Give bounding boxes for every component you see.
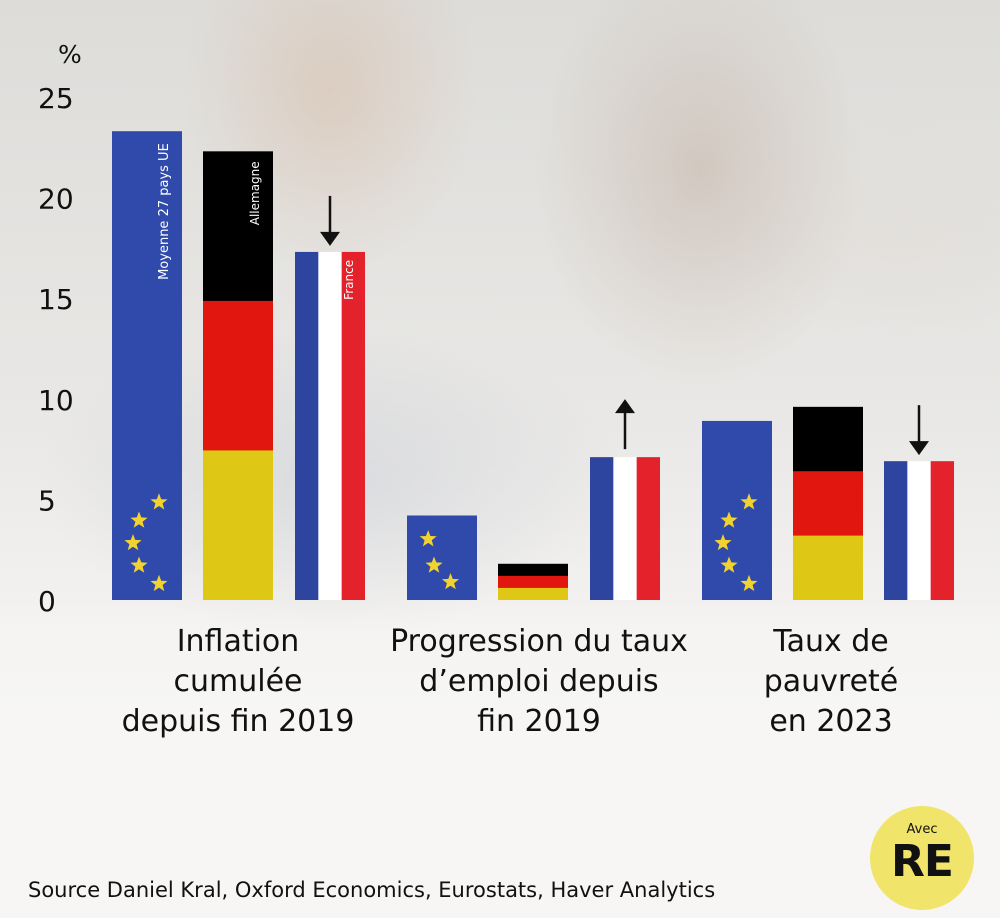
eu-bar <box>702 420 772 600</box>
de-bar <box>793 406 863 600</box>
fr-stripe-blue <box>295 251 319 600</box>
group-label-employment: Progression du taux d’emploi depuis fin … <box>390 624 688 739</box>
eu-bar <box>407 515 477 600</box>
de-stripe-red <box>203 300 273 451</box>
fr-bar: France <box>295 251 365 600</box>
fr-stripe-red <box>341 251 365 600</box>
eu-star <box>720 511 738 528</box>
eu-star <box>130 511 148 528</box>
de-stripe-black <box>498 563 568 577</box>
arrow-down-icon <box>909 405 929 456</box>
eu-star <box>441 573 460 590</box>
bar-label: France <box>342 260 356 300</box>
y-tick-label: 20 <box>38 183 74 216</box>
y-axis-unit: % <box>58 40 82 69</box>
de-bar <box>498 563 568 600</box>
bar-label: Allemagne <box>248 161 262 225</box>
de-stripe-black <box>793 406 863 472</box>
eu-bar-fill <box>702 420 772 600</box>
fr-bar <box>590 457 660 600</box>
bar-label: Moyenne 27 pays UE <box>157 143 172 280</box>
fr-stripe-white <box>613 457 638 600</box>
arrow-down-icon <box>320 195 340 246</box>
eu-star <box>425 556 443 573</box>
de-stripe-gold <box>498 587 568 600</box>
y-tick-label: 5 <box>38 484 56 517</box>
de-stripe-red <box>793 471 863 537</box>
arrow-up-icon <box>615 399 635 450</box>
de-bar: Allemagne <box>203 151 273 600</box>
de-stripe-gold <box>793 535 863 600</box>
fr-stripe-white <box>907 461 932 600</box>
eu-star <box>714 534 732 551</box>
group-label-inflation: Inflation cumulée depuis fin 2019 <box>121 624 355 739</box>
eu-star <box>740 493 758 510</box>
source-note: Source Daniel Kral, Oxford Economics, Eu… <box>28 878 716 902</box>
eu-bar-fill <box>112 131 182 601</box>
y-tick-label: 25 <box>38 82 74 115</box>
eu-star <box>150 574 168 592</box>
eu-star <box>419 530 437 547</box>
de-stripe-red <box>498 575 568 589</box>
eu-star <box>150 493 168 510</box>
logo-small-text: Avec <box>906 822 938 837</box>
eu-bar: Moyenne 27 pays UE <box>112 131 182 601</box>
eu-star <box>130 556 148 573</box>
fr-stripe-blue <box>884 461 908 600</box>
logo-big-text: RE <box>891 836 954 887</box>
de-stripe-black <box>203 151 273 302</box>
background-fade <box>0 600 1000 918</box>
de-stripe-gold <box>203 450 273 600</box>
eu-bar-fill <box>407 515 477 600</box>
y-tick-label: 15 <box>38 283 74 316</box>
re-logo: Avec RE <box>870 806 974 910</box>
fr-bar <box>884 461 954 600</box>
fr-stripe-red <box>636 457 660 600</box>
eu-star <box>740 574 758 592</box>
fr-stripe-white <box>318 251 343 600</box>
y-tick-label: 10 <box>38 384 74 417</box>
eu-star <box>720 556 738 573</box>
eu-star <box>124 534 142 551</box>
group-label-poverty: Taux de pauvreté en 2023 <box>763 624 899 739</box>
fr-stripe-blue <box>590 457 614 600</box>
fr-stripe-red <box>930 461 954 600</box>
y-tick-label: 0 <box>38 585 56 618</box>
